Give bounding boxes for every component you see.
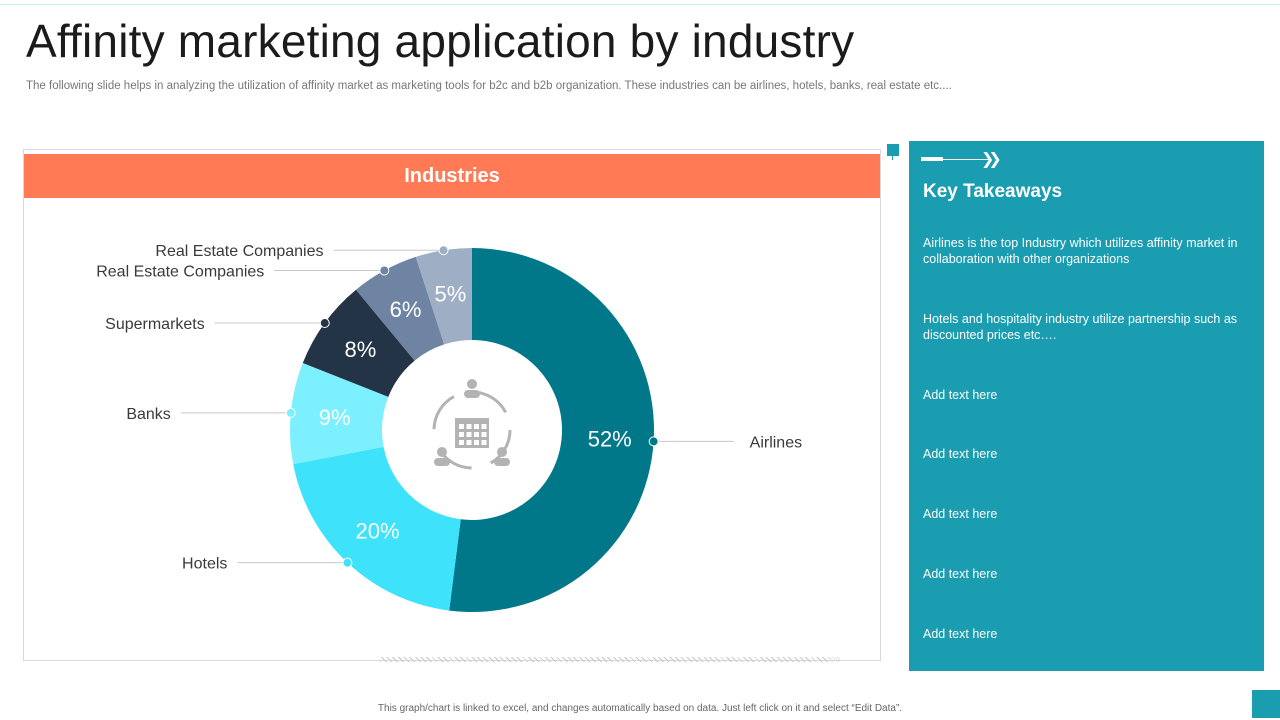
leader-dot-real-estate-companies-5	[379, 265, 390, 276]
top-divider	[0, 4, 1280, 5]
leader-dot-hotels-2	[342, 557, 353, 568]
arrow-dash-decoration	[921, 157, 943, 161]
value-label-banks-3: 9%	[319, 405, 351, 430]
slice-real-estate-companies-6[interactable]	[415, 248, 472, 345]
leader-dot-banks-3	[285, 407, 296, 418]
category-label-hotels-2: Hotels	[182, 556, 227, 573]
takeaway-item-4[interactable]: Add text here	[923, 447, 998, 461]
double-chevron-right-icon: ❯❯	[981, 151, 1002, 168]
hatch-dots-decoration: ○○	[830, 654, 841, 664]
value-label-real-estate-companies-5: 6%	[390, 297, 422, 322]
key-takeaways-heading: Key Takeaways	[923, 181, 1063, 202]
page-title: Affinity marketing application by indust…	[26, 15, 855, 67]
slice-airlines-1[interactable]	[449, 248, 654, 612]
takeaway-item-6[interactable]: Add text here	[923, 567, 998, 581]
slice-banks-3[interactable]	[290, 363, 389, 465]
leader-dot-real-estate-companies-6	[438, 245, 449, 256]
value-label-real-estate-companies-6: 5%	[435, 282, 467, 307]
corner-square-decoration	[1252, 690, 1280, 718]
footer-note: This graph/chart is linked to excel, and…	[377, 703, 903, 714]
slice-hotels-2[interactable]	[293, 446, 461, 611]
takeaway-item-7[interactable]: Add text here	[923, 627, 998, 641]
value-label-airlines-1: 52%	[588, 427, 632, 452]
value-label-hotels-2: 20%	[356, 519, 400, 544]
takeaway-item-5[interactable]: Add text here	[923, 507, 998, 521]
slice-real-estate-companies-5[interactable]	[355, 256, 445, 361]
category-label-banks-3: Banks	[126, 406, 170, 423]
category-label-supermarkets-4: Supermarkets	[105, 316, 205, 333]
key-takeaways-panel: ❯❯ Key Takeaways Airlines is the top Ind…	[909, 141, 1264, 671]
value-label-supermarkets-4: 8%	[344, 337, 376, 362]
hatch-decoration	[380, 657, 830, 662]
panel-marker-square	[887, 144, 899, 156]
leader-dot-airlines-1	[648, 436, 659, 447]
takeaway-item-2[interactable]: Hotels and hospitality industry utilize …	[923, 312, 1238, 342]
arrow-line-decoration	[921, 159, 991, 160]
takeaway-item-3[interactable]: Add text here	[923, 388, 998, 402]
category-label-airlines-1: Airlines	[750, 434, 802, 451]
category-label-real-estate-companies-5: Real Estate Companies	[96, 264, 264, 281]
panel-marker-line	[892, 156, 893, 160]
category-label-real-estate-companies-6: Real Estate Companies	[155, 243, 323, 260]
donut-chart[interactable]: 52% 20% 9% 8% 6% 5% Airlines Hotels Banks Superma…	[24, 150, 882, 662]
chart-card: Industries 52% 20% 9% 8% 6% 5% Airlines Hotels B…	[23, 149, 882, 664]
takeaway-item-1[interactable]: Airlines is the top Industry which utili…	[923, 236, 1238, 266]
chart-header: Industries	[24, 154, 880, 198]
slice-supermarkets-4[interactable]	[302, 289, 415, 397]
page-subtitle: The following slide helps in analyzing t…	[26, 80, 952, 92]
leader-dot-supermarkets-4	[319, 318, 330, 329]
building-people-icon	[432, 379, 512, 470]
